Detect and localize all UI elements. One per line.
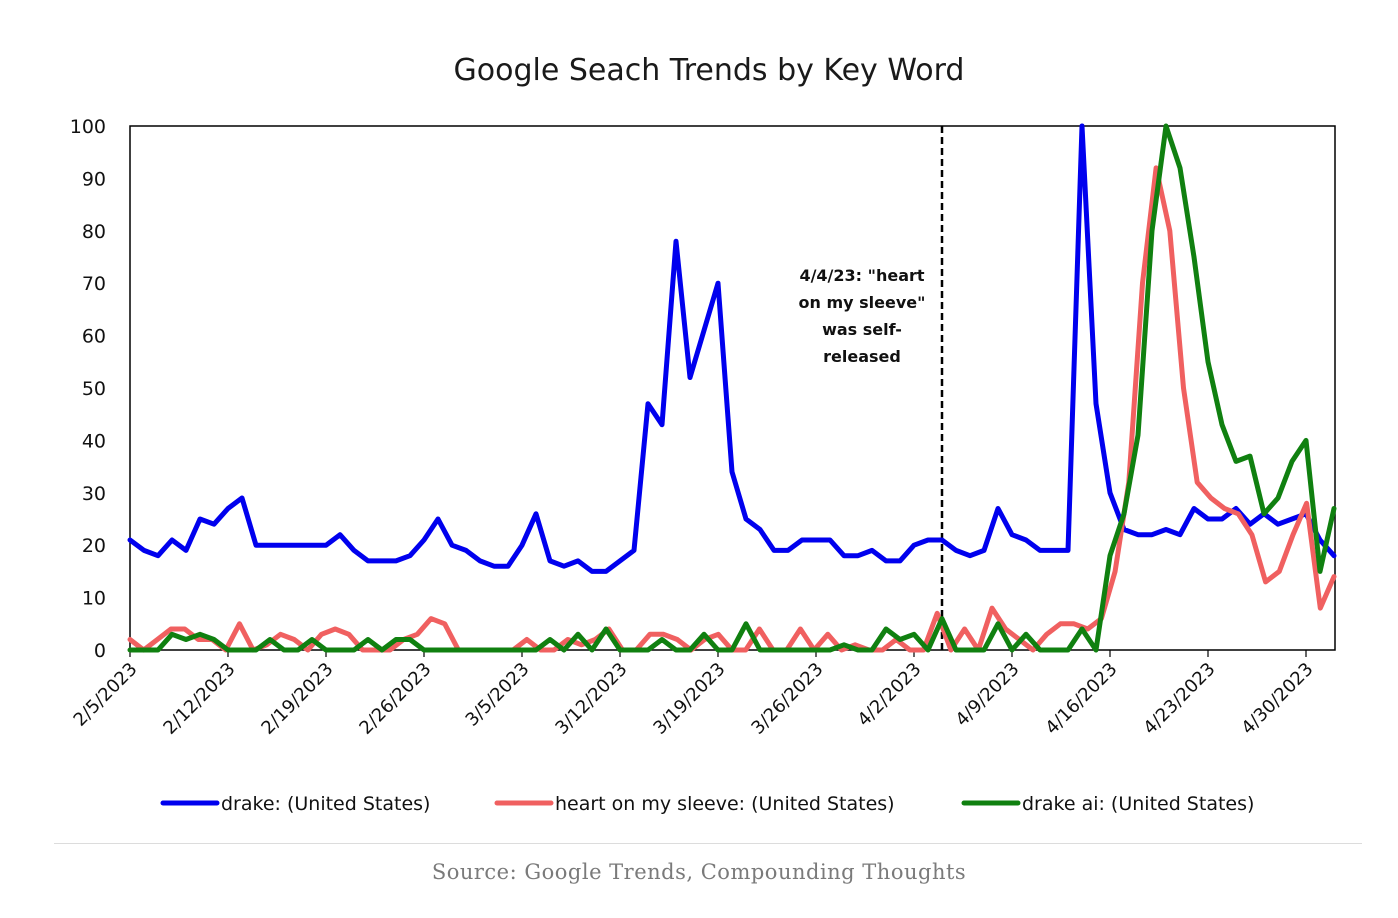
y-tick-label: 70	[82, 273, 106, 295]
y-tick-label: 40	[82, 430, 106, 452]
y-tick-label: 100	[70, 116, 106, 138]
legend-label: drake ai: (United States)	[1022, 793, 1254, 815]
y-tick-label: 90	[82, 168, 106, 190]
y-tick-label: 50	[82, 378, 106, 400]
divider	[54, 843, 1362, 844]
y-tick-label: 10	[82, 588, 106, 610]
y-tick-label: 20	[82, 535, 106, 557]
series-lines	[127, 123, 1337, 653]
legend-label: heart on my sleeve: (United States)	[555, 793, 895, 815]
series-line-1	[127, 123, 1337, 574]
x-tick-label: 4/2/2023	[854, 659, 926, 731]
x-tick-label: 2/26/2023	[355, 659, 435, 739]
x-tick-label: 3/12/2023	[551, 659, 631, 739]
x-tick-label: 4/9/2023	[952, 659, 1024, 731]
x-tick-label: 2/12/2023	[159, 659, 239, 739]
chart-title: Google Seach Trends by Key Word	[454, 53, 965, 88]
y-tick-label: 30	[82, 483, 106, 505]
x-tick-label: 3/5/2023	[462, 659, 534, 731]
annotation-text-line: was self-	[822, 320, 902, 339]
y-tick-label: 80	[82, 221, 106, 243]
x-tick-label: 2/19/2023	[257, 659, 337, 739]
annotation: 4/4/23: "heart on my sleeve" was self-rele…	[799, 266, 926, 366]
x-tick-label: 2/5/2023	[70, 659, 142, 731]
x-tick-label: 4/23/2023	[1139, 659, 1219, 739]
source-caption: Source: Google Trends, Compounding Thoug…	[431, 860, 967, 884]
legend: drake: (United States) heart on my sleeve…	[160, 793, 1254, 815]
y-tick-label: 60	[82, 326, 106, 348]
annotation-text-line: on my sleeve"	[799, 293, 926, 312]
legend-label: drake: (United States)	[221, 793, 430, 815]
y-tick-label: 0	[94, 640, 106, 662]
series-line-3	[127, 123, 1337, 653]
annotation-text-line: released	[823, 347, 901, 366]
x-tick-label: 3/19/2023	[649, 659, 729, 739]
x-tick-label: 4/30/2023	[1237, 659, 1317, 739]
y-axis: 0 10 20 30 40 50 60 70 80 90 100	[70, 116, 106, 662]
annotation-text-line: 4/4/23: "heart	[799, 266, 924, 285]
x-tick-label: 4/16/2023	[1041, 659, 1121, 739]
x-tick-label: 3/26/2023	[747, 659, 827, 739]
x-axis: 2/5/2023 2/12/2023 2/19/2023 2/26/2023 3/5/2…	[70, 650, 1318, 739]
